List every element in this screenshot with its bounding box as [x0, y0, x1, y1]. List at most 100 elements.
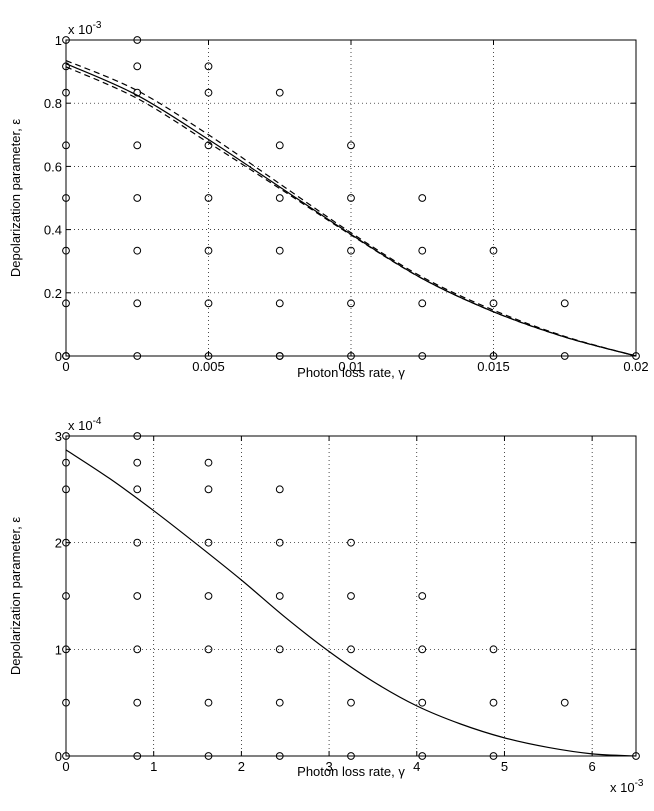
x-axis-label: Photon loss rate, γ [297, 764, 405, 779]
y-tick-label: 1 [55, 33, 62, 48]
data-point [275, 246, 284, 255]
data-point [133, 458, 142, 467]
data-point [204, 458, 213, 467]
x-tick-label: 0.01 [338, 359, 363, 374]
data-point [275, 592, 284, 600]
data-point [489, 698, 498, 707]
data-point [62, 458, 70, 467]
data-point [133, 432, 142, 440]
data-point [347, 592, 355, 600]
data-point [418, 246, 427, 255]
data-point [275, 538, 284, 547]
data-point [133, 592, 142, 600]
data-point [204, 62, 213, 71]
data-point [489, 299, 498, 308]
data-point [418, 299, 427, 308]
x-axis-label: Photon loss rate, γ [297, 365, 405, 380]
data-point [275, 645, 284, 654]
data-point [62, 36, 70, 44]
y-tick-label: 3 [55, 429, 62, 444]
data-point [275, 299, 284, 308]
data-point [275, 752, 284, 760]
y-multiplier-label: x 10-4 [68, 416, 102, 433]
data-point [133, 752, 142, 760]
y-axis-label: Depolarization parameter, ε [8, 119, 23, 277]
y-tick-label: 1 [55, 642, 62, 657]
x-tick-label: 0.02 [623, 359, 648, 374]
data-point [133, 246, 142, 255]
data-point [133, 352, 142, 360]
data-point [62, 645, 70, 654]
data-point [560, 299, 569, 308]
x-tick-label: 1 [150, 759, 157, 774]
data-point [275, 485, 284, 494]
data-point [133, 62, 142, 71]
x-tick-label: 5 [501, 759, 508, 774]
data-point [62, 88, 70, 97]
data-point [275, 352, 284, 360]
x-tick-label: 0.015 [477, 359, 510, 374]
x-tick-label: 0 [62, 759, 69, 774]
y-multiplier-base: x 10 [68, 418, 93, 433]
data-point [489, 645, 498, 654]
top-plot: 0 0.005 0.01 0.015 0.02 0 0.2 0.4 0.6 0.8 1 x 10-3 P… [8, 20, 649, 380]
data-point [347, 352, 355, 360]
data-point [204, 246, 213, 255]
data-point [204, 752, 213, 760]
y-tick-label: 0.6 [44, 159, 62, 174]
data-point [204, 352, 213, 360]
data-point [204, 698, 213, 707]
data-point [133, 141, 142, 150]
dashed-curve [65, 59, 637, 357]
data-point [418, 592, 427, 600]
data-point [418, 352, 427, 360]
data-point [418, 698, 427, 707]
data-point [133, 538, 142, 547]
data-point [62, 246, 70, 255]
y-tick-label: 0 [55, 349, 62, 364]
x-tick-label: 6 [589, 759, 596, 774]
data-point [275, 698, 284, 707]
data-point [347, 538, 355, 547]
y-tick-label: 0.2 [44, 286, 62, 301]
data-point [560, 698, 569, 707]
y-tick-label: 2 [55, 536, 62, 551]
data-point [62, 432, 70, 440]
data-point [62, 352, 70, 360]
data-point [275, 141, 284, 150]
data-point [347, 246, 355, 255]
y-axis-label: Depolarization parameter, ε [8, 517, 23, 675]
data-point [418, 752, 427, 760]
data-point [62, 299, 70, 308]
data-point [62, 698, 70, 707]
data-point [62, 62, 70, 71]
data-point [133, 299, 142, 308]
y-tick-label: 0 [55, 749, 62, 764]
data-point [347, 194, 355, 202]
data-point [133, 36, 142, 44]
data-point [489, 246, 498, 255]
data-point [204, 88, 213, 97]
x-multiplier-exponent: -3 [635, 778, 644, 789]
data-point [62, 194, 70, 202]
data-point [418, 194, 427, 202]
x-tick-label: 0 [62, 359, 69, 374]
data-point [275, 88, 284, 97]
data-point [62, 592, 70, 600]
data-point [204, 485, 213, 494]
x-tick-label: 2 [238, 759, 245, 774]
data-point [62, 485, 70, 494]
x-multiplier-base: x 10 [610, 780, 635, 795]
x-multiplier-label: x 10-3 [610, 778, 644, 795]
data-point [204, 538, 213, 547]
y-tick-label: 0.8 [44, 96, 62, 111]
x-tick-label: 3 [325, 759, 332, 774]
data-point [418, 645, 427, 654]
x-tick-label: 0.005 [192, 359, 225, 374]
data-point [347, 698, 355, 707]
solid-curve [65, 449, 637, 757]
data-point [204, 592, 213, 600]
data-point [489, 752, 498, 760]
